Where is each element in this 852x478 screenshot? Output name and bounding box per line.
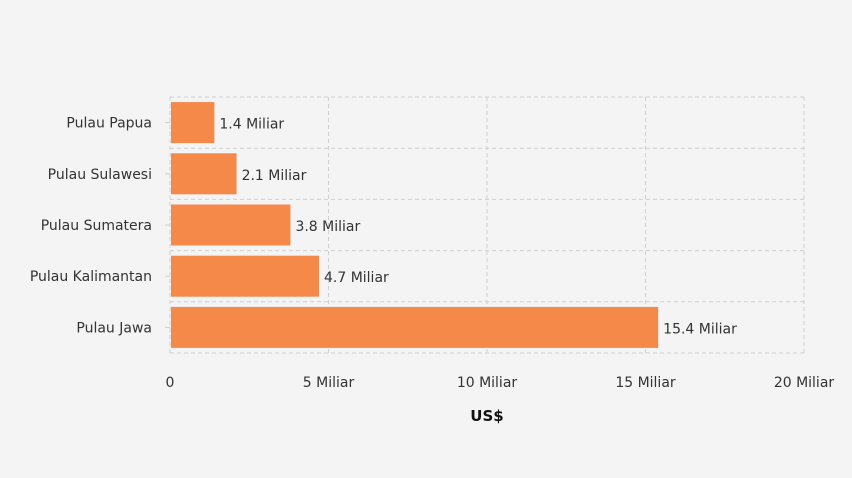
category-label: Pulau Sulawesi [48, 167, 152, 183]
data-label: 1.4 Miliar [219, 117, 284, 133]
bar-layer [171, 102, 659, 348]
data-label: 3.8 Miliar [295, 219, 360, 235]
category-label: Pulau Jawa [76, 320, 152, 336]
data-label: 15.4 Miliar [663, 321, 737, 337]
x-axis-title: US$ [470, 407, 503, 425]
bar [171, 306, 659, 348]
bar [171, 102, 215, 144]
category-label: Pulau Papua [66, 116, 152, 132]
x-tick-labels: 0 5 Miliar 10 Miliar 15 Miliar 20 Miliar [166, 375, 835, 391]
data-labels: 15.4 Miliar 4.7 Miliar 3.8 Miliar 2.1 Milia… [219, 117, 737, 338]
x-tick-label: 10 Miliar [457, 375, 518, 391]
data-label: 2.1 Miliar [242, 168, 307, 184]
category-labels: Pulau Jawa Pulau Kalimantan Pulau Sumatera… [30, 116, 152, 337]
x-tick-label: 20 Miliar [774, 375, 835, 391]
x-tick-label: 15 Miliar [615, 375, 676, 391]
bar [171, 255, 319, 297]
x-tick-label: 0 [166, 375, 175, 391]
bar [171, 204, 291, 246]
data-label: 4.7 Miliar [324, 270, 389, 286]
grid-layer [165, 96, 805, 354]
category-label: Pulau Kalimantan [30, 269, 152, 285]
bar [171, 153, 237, 195]
category-label: Pulau Sumatera [41, 218, 152, 234]
x-tick-label: 5 Miliar [303, 375, 355, 391]
